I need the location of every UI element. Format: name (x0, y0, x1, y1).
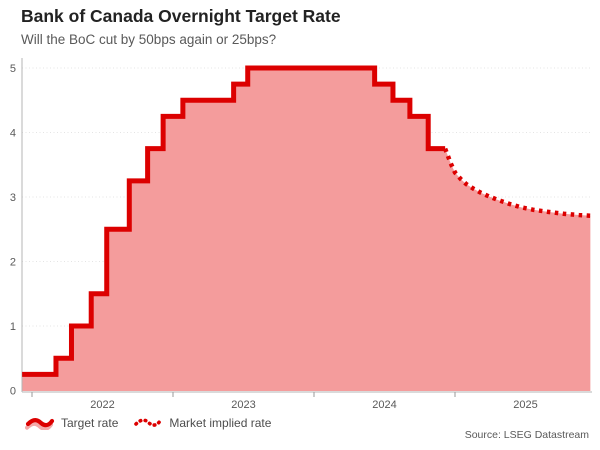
chart-subtitle: Will the BoC cut by 50bps again or 25bps… (21, 32, 277, 47)
svg-text:2022: 2022 (90, 399, 114, 411)
svg-text:2025: 2025 (513, 399, 537, 411)
rate-chart: 0 1 2 3 4 5 2022 2023 2024 2025 (10, 58, 592, 411)
legend-label: Market implied rate (169, 416, 272, 430)
dotted-wave-icon (134, 418, 163, 427)
legend-label: Target rate (61, 416, 119, 430)
market-implied-line (443, 147, 591, 218)
source-credit: Source: LSEG Datastream (464, 429, 589, 441)
svg-text:2024: 2024 (372, 399, 396, 411)
legend-item-market-implied: Market implied rate (133, 416, 271, 430)
solid-wave-icon (25, 418, 55, 430)
svg-text:0: 0 (10, 386, 16, 398)
target-rate-line (22, 65, 446, 377)
svg-text:4: 4 (10, 128, 16, 140)
x-axis: 2022 2023 2024 2025 (22, 391, 592, 411)
svg-text:5: 5 (10, 63, 16, 75)
svg-text:2023: 2023 (231, 399, 255, 411)
legend: Target rate Market implied rate (25, 416, 271, 430)
svg-text:3: 3 (10, 192, 16, 204)
svg-text:1: 1 (10, 321, 16, 333)
svg-text:2: 2 (10, 257, 16, 269)
y-axis: 0 1 2 3 4 5 (10, 58, 23, 398)
legend-item-target-rate: Target rate (25, 416, 118, 430)
chart-title: Bank of Canada Overnight Target Rate (21, 6, 341, 26)
